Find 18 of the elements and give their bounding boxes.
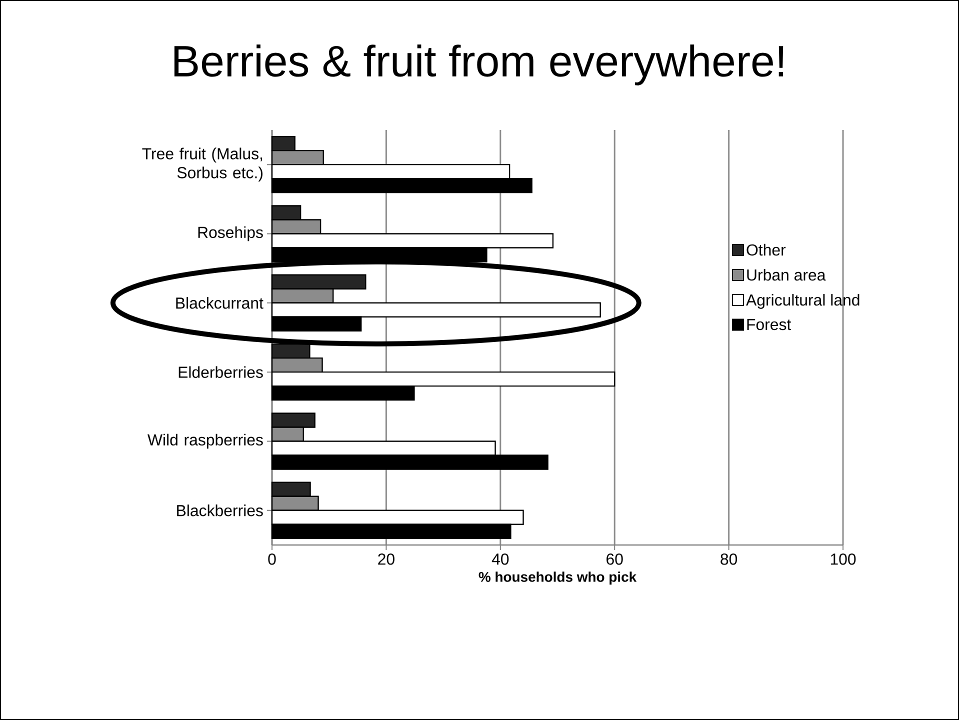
- legend-label: Urban area: [747, 268, 826, 281]
- y-tick-label: Tree fruit (Malus, Sorbus etc.): [142, 148, 262, 182]
- x-tick-label: 0: [268, 554, 276, 565]
- y-tick-label: Wild raspberries: [148, 434, 263, 449]
- legend-label: Forest: [747, 319, 792, 330]
- chart-title: Berries & fruit from everywhere!: [174, 44, 784, 86]
- legend-label: Other: [746, 244, 786, 256]
- x-tick-label: 100: [830, 554, 856, 565]
- x-axis-title: % households who pick: [478, 572, 637, 585]
- x-tick-label: 20: [378, 554, 394, 565]
- y-tick-label: Rosehips: [198, 226, 263, 242]
- x-tick-label: 40: [492, 554, 509, 565]
- x-tick-label: 80: [720, 554, 738, 565]
- y-tick-label: Blackcurrant: [176, 297, 264, 309]
- y-tick-label: Blackberries: [177, 504, 263, 516]
- y-tick-label: Elderberries: [178, 366, 263, 378]
- x-tick-label: 60: [606, 554, 623, 565]
- legend-label: Agricultural land: [746, 294, 860, 309]
